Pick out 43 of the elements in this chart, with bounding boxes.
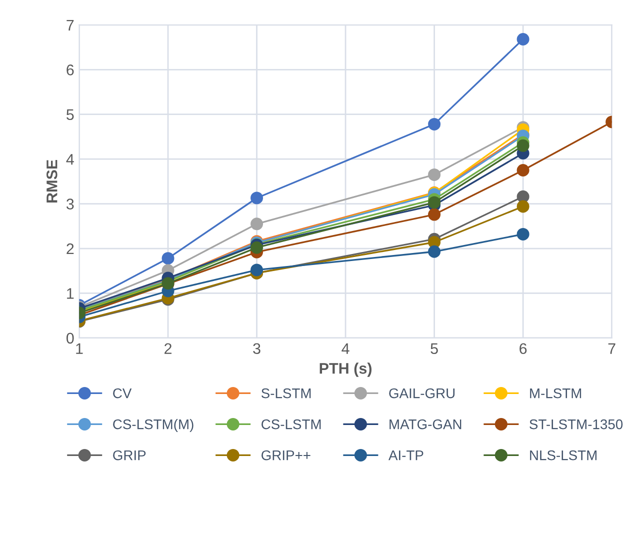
y-tick-label: 2 — [66, 243, 74, 254]
legend-label: AI-TP — [388, 450, 424, 460]
y-tick-label: 6 — [66, 64, 74, 76]
point — [250, 218, 264, 230]
legend-label: ST-LSTM-1350 — [530, 419, 623, 430]
point — [250, 264, 264, 276]
legend-label: GAIL-GRU — [389, 388, 455, 398]
x-tick-label: 1 — [76, 343, 83, 354]
point — [516, 32, 530, 46]
legend-label: CV — [113, 388, 132, 398]
legend-label: CS-LSTM(M) — [113, 419, 194, 432]
y-tick-label: 4 — [66, 154, 74, 165]
y-tick-label: 3 — [66, 198, 74, 210]
x-tick-label: 5 — [430, 343, 438, 354]
point — [428, 208, 441, 221]
legend-label: GRIP — [113, 450, 146, 460]
point — [250, 192, 264, 204]
point — [516, 200, 530, 213]
legend-label: MATG-GAN — [390, 419, 462, 430]
x-tick-label: 6 — [520, 343, 527, 354]
point — [516, 228, 530, 240]
y-tick-label: 1 — [67, 288, 74, 299]
point — [516, 164, 530, 177]
legend-label: NLS-LSTM — [530, 450, 596, 460]
point — [428, 118, 441, 130]
y-tick-label: 5 — [66, 109, 74, 120]
legend-label: M-LSTM — [530, 388, 582, 398]
x-tick-label: 7 — [608, 343, 616, 354]
legend-label: CS-LSTM — [262, 419, 321, 430]
y-tick-label: 0 — [66, 332, 74, 344]
legend-label: S-LSTM — [261, 388, 311, 398]
y-tick-label: 7 — [66, 20, 74, 30]
legend-label: GRIP++ — [262, 450, 310, 460]
point — [516, 139, 530, 152]
x-tick-label: 2 — [164, 343, 172, 354]
point — [162, 252, 174, 265]
point — [250, 241, 264, 254]
y-axis-title: RMSE — [46, 160, 58, 202]
x-tick-label: 3 — [253, 343, 260, 354]
x-tick-label: 4 — [342, 343, 350, 354]
point — [428, 245, 441, 258]
x-axis-title: PTH (s) — [320, 362, 372, 377]
point — [428, 168, 441, 181]
